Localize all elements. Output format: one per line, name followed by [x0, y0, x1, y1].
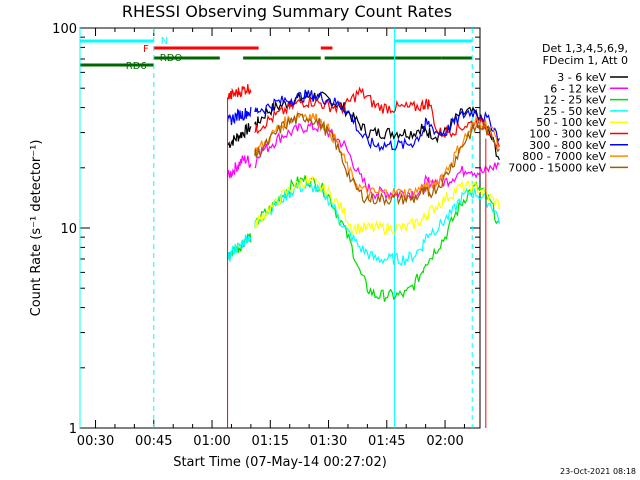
legend-label: 25 - 50 keV: [543, 105, 606, 118]
flag-bars: N F RDO RD6: [80, 36, 473, 72]
attenuator-lines: [79, 28, 473, 428]
legend-label: 100 - 300 keV: [529, 128, 606, 141]
flag-label-n: N: [161, 36, 168, 47]
series-line-100-300-kev: [227, 84, 500, 148]
plot-frame: [79, 27, 481, 429]
series-line-25-50-kev: [227, 182, 500, 267]
legend-label: 50 - 100 keV: [536, 116, 606, 129]
legend-header-line-2: FDecim 1, Att 0: [543, 54, 628, 67]
flag-label-rd6: RD6: [126, 61, 147, 72]
series-line-12-25-kev: [227, 175, 500, 302]
series-line-7000-15000-kev: [254, 112, 500, 207]
legend-label: 12 - 25 keV: [543, 94, 606, 107]
legend: Det 1,3,4,5,6,9, FDecim 1, Att 0 3 - 6 k…: [508, 42, 628, 174]
series-line-300-800-kev: [227, 89, 500, 153]
series-line-50-100-kev: [254, 175, 500, 237]
y-axis-label: Count Rate (s⁻¹ detector⁻¹): [29, 140, 44, 317]
legend-label: 7000 - 15000 keV: [508, 161, 606, 174]
x-tick-label: 01:45: [368, 434, 405, 449]
x-tick-label: 00:30: [77, 434, 114, 449]
legend-label: 800 - 7000 keV: [522, 150, 606, 163]
legend-label: 3 - 6 keV: [557, 71, 606, 84]
y-tick-label: 100: [52, 22, 77, 37]
x-tick-label: 01:00: [193, 434, 230, 449]
x-tick-label: 01:15: [252, 434, 289, 449]
x-tick-label: 02:00: [426, 434, 463, 449]
series-lines: [227, 84, 500, 428]
flag-label-f: F: [143, 44, 149, 55]
chart-title: RHESSI Observing Summary Count Rates: [122, 2, 452, 21]
y-tick-label: 1: [69, 422, 77, 437]
flag-label-rdo: RDO: [160, 53, 183, 64]
timestamp-stamp: 23-Oct-2021 08:18: [560, 467, 636, 476]
x-tick-label: 00:45: [135, 434, 172, 449]
x-tick-label: 01:30: [310, 434, 347, 449]
plot-axes: 00:30 00:45 01:00 01:15 01:30 01:45 02:00 1 10 10…: [52, 22, 481, 449]
legend-header-line-1: Det 1,3,4,5,6,9,: [542, 42, 628, 55]
legend-label: 6 - 12 keV: [550, 82, 606, 95]
legend-label: 300 - 800 keV: [529, 139, 606, 152]
y-tick-label: 10: [60, 222, 77, 237]
x-axis-label: Start Time (07-May-14 00:27:02): [173, 455, 387, 470]
